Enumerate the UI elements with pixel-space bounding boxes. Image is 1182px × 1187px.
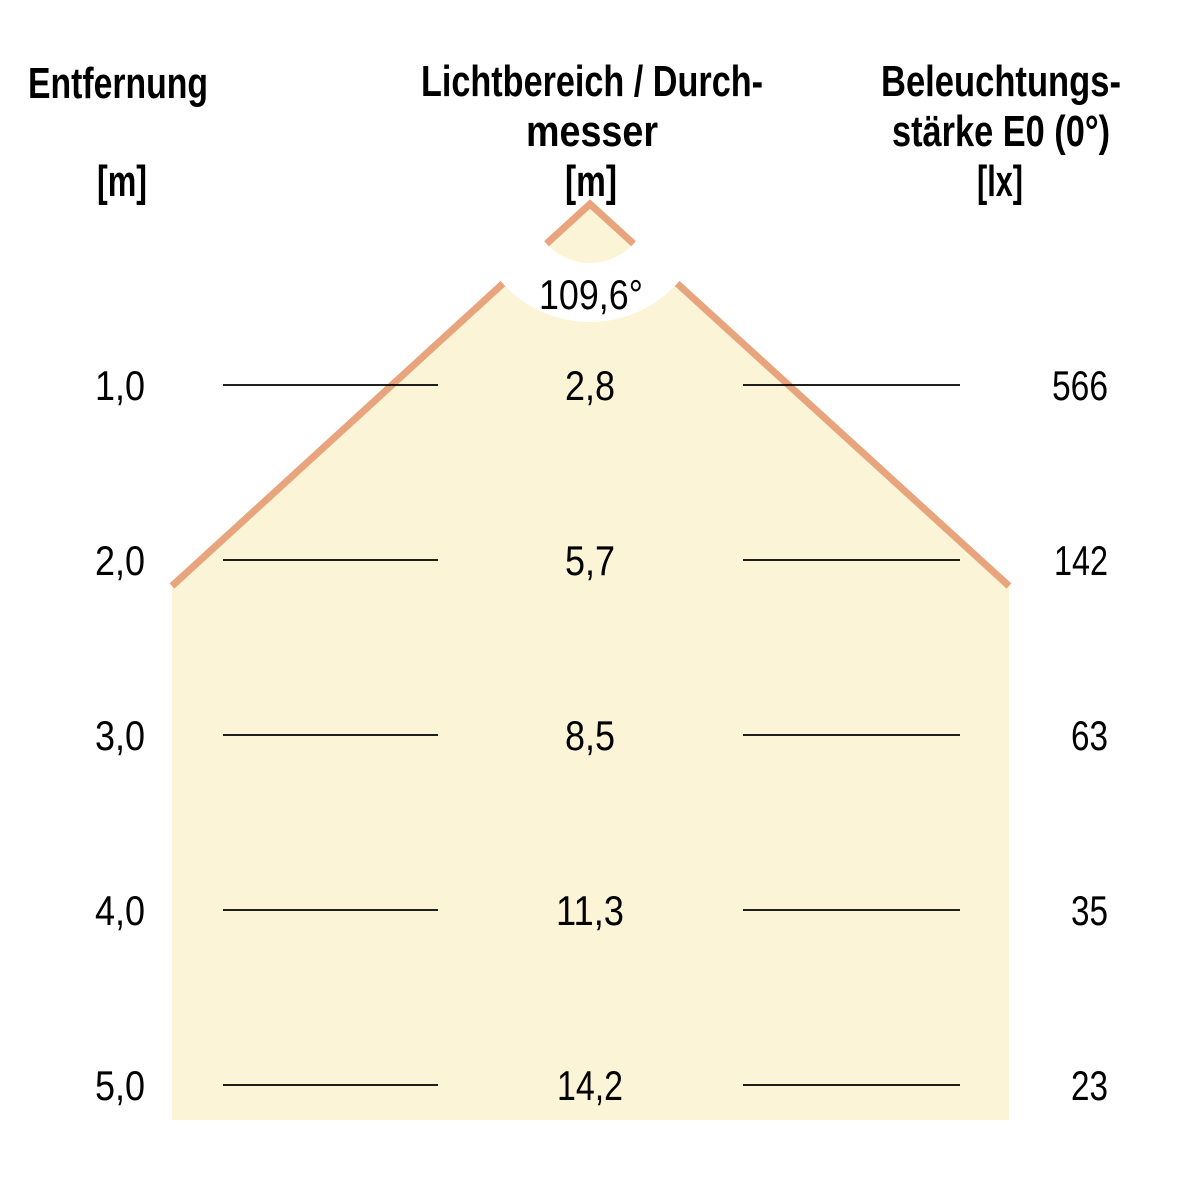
- column-unit-illuminance: [lx]: [977, 157, 1023, 206]
- illuminance-value: 23: [1071, 1062, 1108, 1109]
- distance-value: 1,0: [95, 362, 145, 409]
- column-header-illuminance-line1: Beleuchtungs-: [881, 57, 1121, 106]
- column-header-diameter-line2: messer: [526, 107, 658, 156]
- diameter-value: 2,8: [565, 362, 615, 409]
- diameter-value: 11,3: [556, 887, 624, 934]
- distance-value: 4,0: [95, 887, 145, 934]
- column-header-distance: Entfernung: [28, 59, 208, 108]
- column-unit-distance: [m]: [97, 157, 147, 206]
- beam-angle-label: 109,6°: [539, 271, 643, 318]
- light-cone-edge: [169, 199, 1012, 589]
- diameter-value: 8,5: [565, 712, 615, 759]
- column-header-illuminance-line2: stärke E0 (0°): [892, 107, 1110, 156]
- illuminance-value: 35: [1071, 887, 1108, 934]
- table-row: 4,0 11,3 35: [95, 887, 1108, 934]
- diameter-value: 14,2: [557, 1062, 623, 1109]
- column-header-diameter-line1: Lichtbereich / Durch-: [421, 57, 763, 106]
- row-lines: [223, 384, 960, 1086]
- beam-angle-arc-gap: [472, 86, 708, 322]
- illuminance-value: 566: [1052, 362, 1108, 409]
- light-cone-fill: [172, 204, 1009, 1120]
- table-row: 1,0 2,8 566: [95, 362, 1108, 409]
- illuminance-value: 142: [1054, 537, 1108, 584]
- distance-value: 5,0: [95, 1062, 145, 1109]
- distance-value: 2,0: [95, 537, 145, 584]
- diameter-value: 5,7: [565, 537, 615, 584]
- table-row: 3,0 8,5 63: [95, 712, 1108, 759]
- table-row: 5,0 14,2 23: [95, 1062, 1108, 1109]
- column-unit-diameter: [m]: [565, 157, 617, 206]
- table-row: 2,0 5,7 142: [95, 537, 1108, 584]
- illuminance-value: 63: [1071, 712, 1108, 759]
- distance-value: 3,0: [95, 712, 145, 759]
